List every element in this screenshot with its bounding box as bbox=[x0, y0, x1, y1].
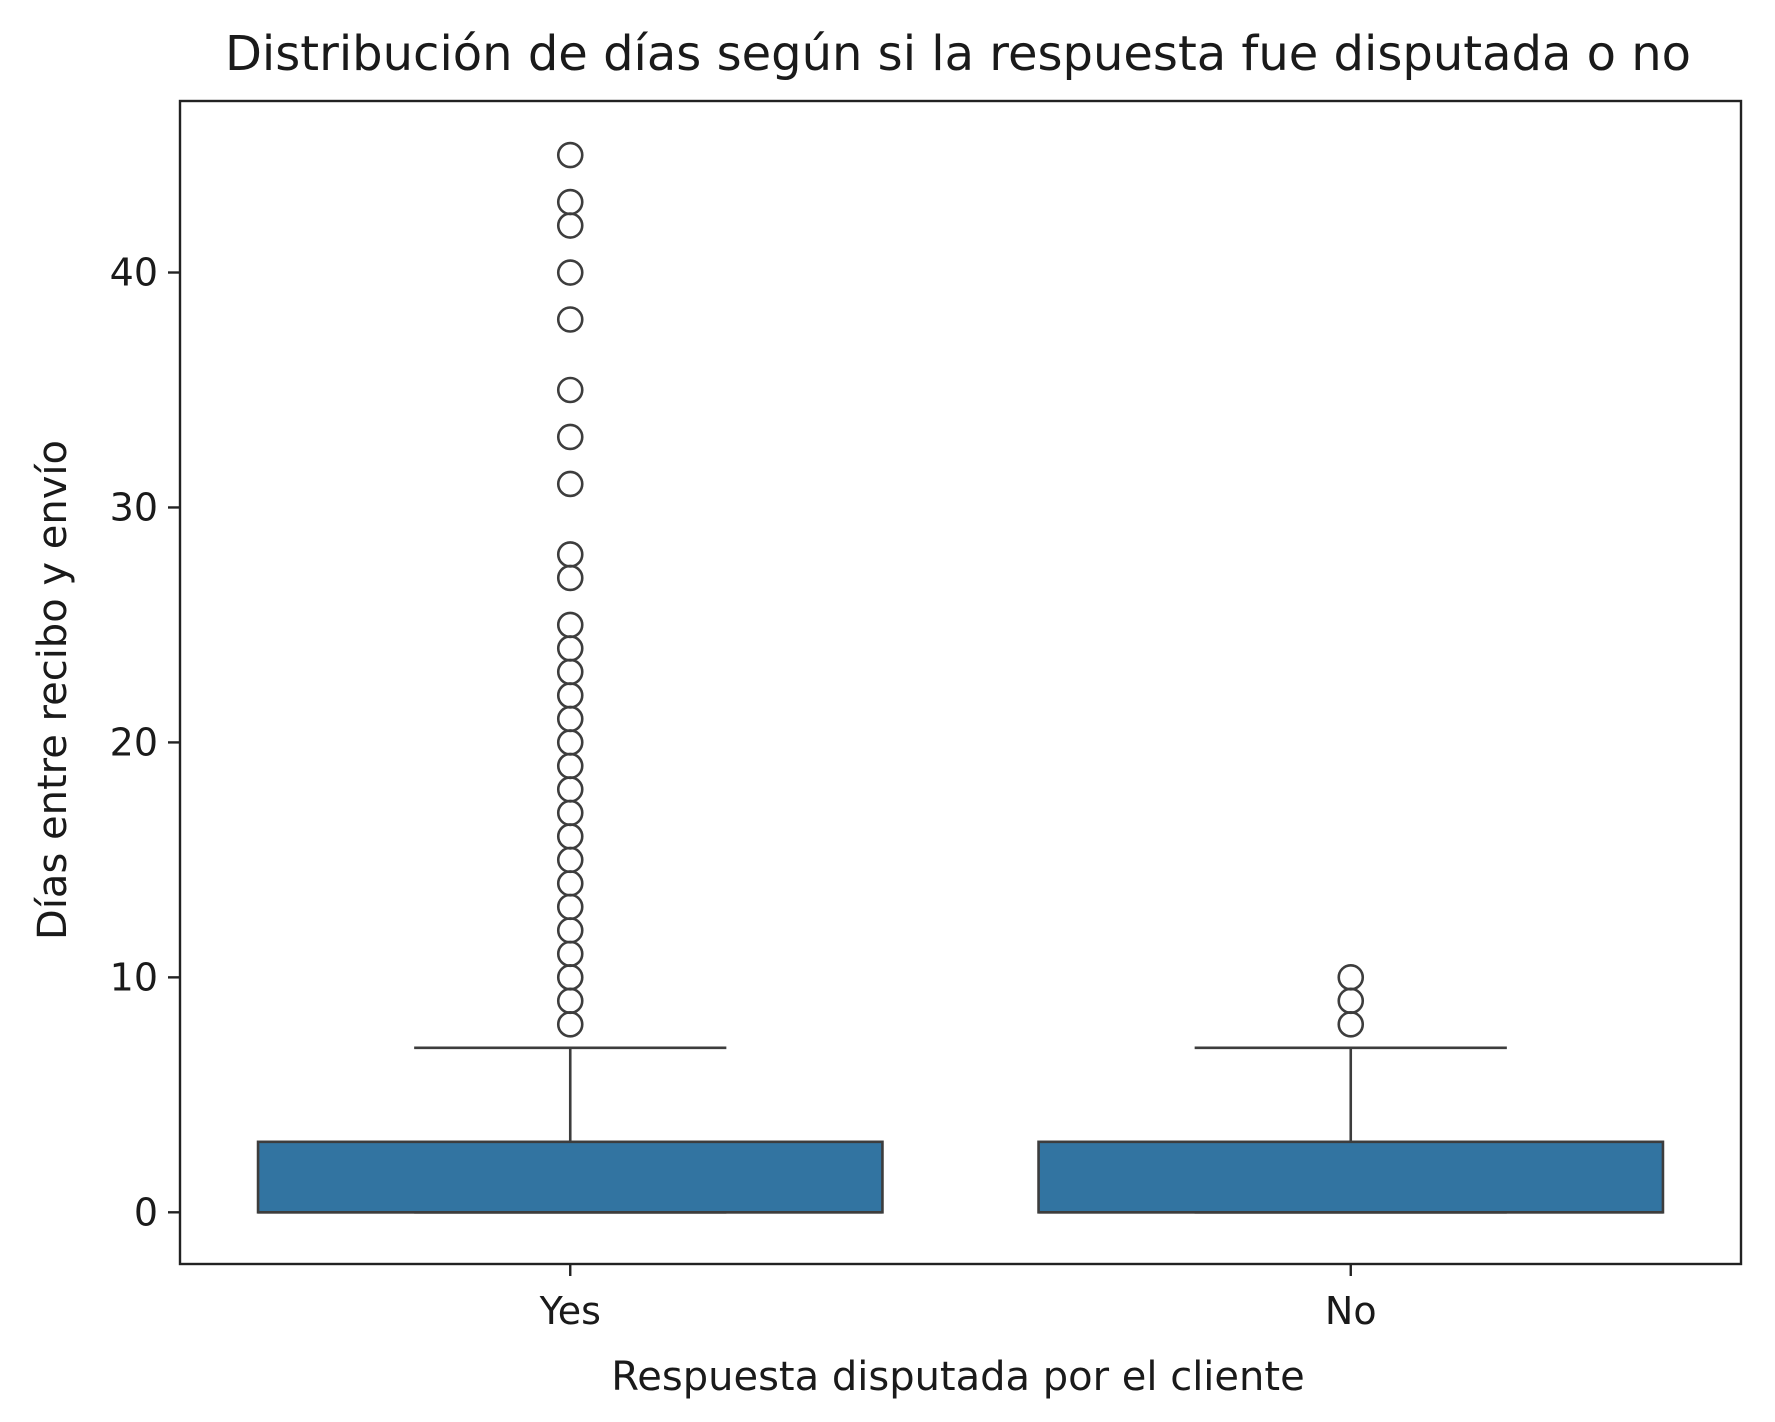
y-axis: 0 10 20 30 40 bbox=[110, 251, 180, 1234]
outlier-point bbox=[556, 729, 584, 756]
box bbox=[256, 1140, 884, 1214]
outlier-point bbox=[556, 964, 584, 991]
outlier-point bbox=[556, 893, 584, 921]
y-tick-label: 0 bbox=[134, 1190, 158, 1234]
outlier-point bbox=[556, 188, 584, 216]
outlier-point bbox=[556, 635, 584, 662]
outlier-point bbox=[1337, 987, 1365, 1015]
outlier-point bbox=[556, 376, 584, 404]
outlier-point bbox=[556, 799, 584, 827]
chart-title: Distribución de días según si la respues… bbox=[225, 26, 1691, 82]
y-tick-label: 40 bbox=[110, 251, 158, 295]
y-axis-label: Días entre recibo y envío bbox=[30, 440, 76, 940]
outlier-point bbox=[556, 212, 584, 239]
x-axis: Yes No bbox=[539, 1264, 1377, 1333]
outlier-point bbox=[556, 141, 584, 169]
x-tick-label: No bbox=[1325, 1289, 1377, 1333]
box-group-no bbox=[1037, 964, 1665, 1214]
outlier-point bbox=[556, 306, 584, 333]
box-group-yes bbox=[256, 141, 884, 1214]
plot-area bbox=[256, 141, 1665, 1214]
outlier-point bbox=[556, 682, 584, 709]
outlier-point bbox=[556, 705, 584, 733]
outlier-point bbox=[556, 940, 584, 968]
y-tick-label: 30 bbox=[110, 485, 158, 529]
outlier-point bbox=[556, 846, 584, 874]
y-tick-label: 20 bbox=[110, 720, 158, 764]
outlier-point bbox=[556, 776, 584, 803]
box bbox=[1037, 1140, 1665, 1214]
outlier-point bbox=[556, 259, 584, 286]
outlier-point bbox=[556, 423, 584, 451]
axes-frame bbox=[178, 99, 1743, 1266]
outlier-point bbox=[556, 541, 584, 568]
outlier-point bbox=[556, 987, 584, 1015]
outlier-point bbox=[556, 917, 584, 944]
outlier-point bbox=[1337, 964, 1365, 991]
outlier-point bbox=[556, 752, 584, 780]
y-tick-label: 10 bbox=[110, 955, 158, 999]
outlier-point bbox=[556, 658, 584, 686]
outlier-point bbox=[556, 823, 584, 850]
outlier-point bbox=[556, 564, 584, 592]
x-axis-label: Respuesta disputada por el cliente bbox=[611, 1354, 1304, 1400]
outlier-point bbox=[556, 870, 584, 897]
outlier-point bbox=[556, 470, 584, 498]
outlier-point bbox=[556, 611, 584, 639]
x-tick-label: Yes bbox=[539, 1289, 601, 1333]
outlier-point bbox=[556, 1011, 584, 1038]
outlier-point bbox=[1337, 1011, 1365, 1038]
